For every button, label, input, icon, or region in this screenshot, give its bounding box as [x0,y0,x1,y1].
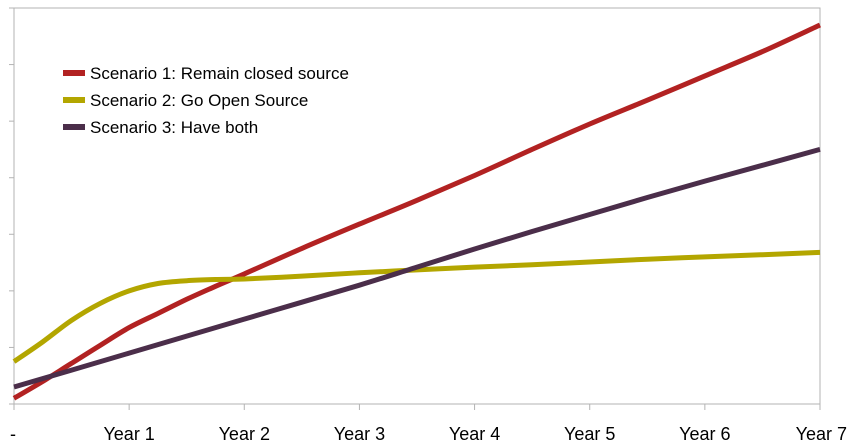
x-tick-label: Year 6 [679,424,730,444]
plot-border [13,7,821,405]
legend: Scenario 1: Remain closed source Scenario… [63,64,349,137]
x-tick-label: Year 4 [449,424,500,444]
series-lines [12,22,822,401]
x-tick-label: Year 2 [219,424,270,444]
legend-label-3: Scenario 3: Have both [90,118,258,137]
x-tick-label: Year 5 [564,424,615,444]
legend-label-2: Scenario 2: Go Open Source [90,91,308,110]
plot-area [13,7,821,405]
series-line-3 [13,146,821,390]
x-axis-ticks: - Year 1 Year 2 Year 3 Year 4 Year 5 Year 6 Yea… [10,404,847,444]
legend-label-1: Scenario 1: Remain closed source [90,64,349,83]
x-tick-label: Year 3 [334,424,385,444]
x-tick-label: - [10,424,16,444]
x-tick-label: Year 7 [796,424,847,444]
series-line-2 [12,249,821,364]
y-axis-ticks [9,7,14,405]
series-line-1 [12,22,822,401]
x-tick-label: Year 1 [103,424,154,444]
